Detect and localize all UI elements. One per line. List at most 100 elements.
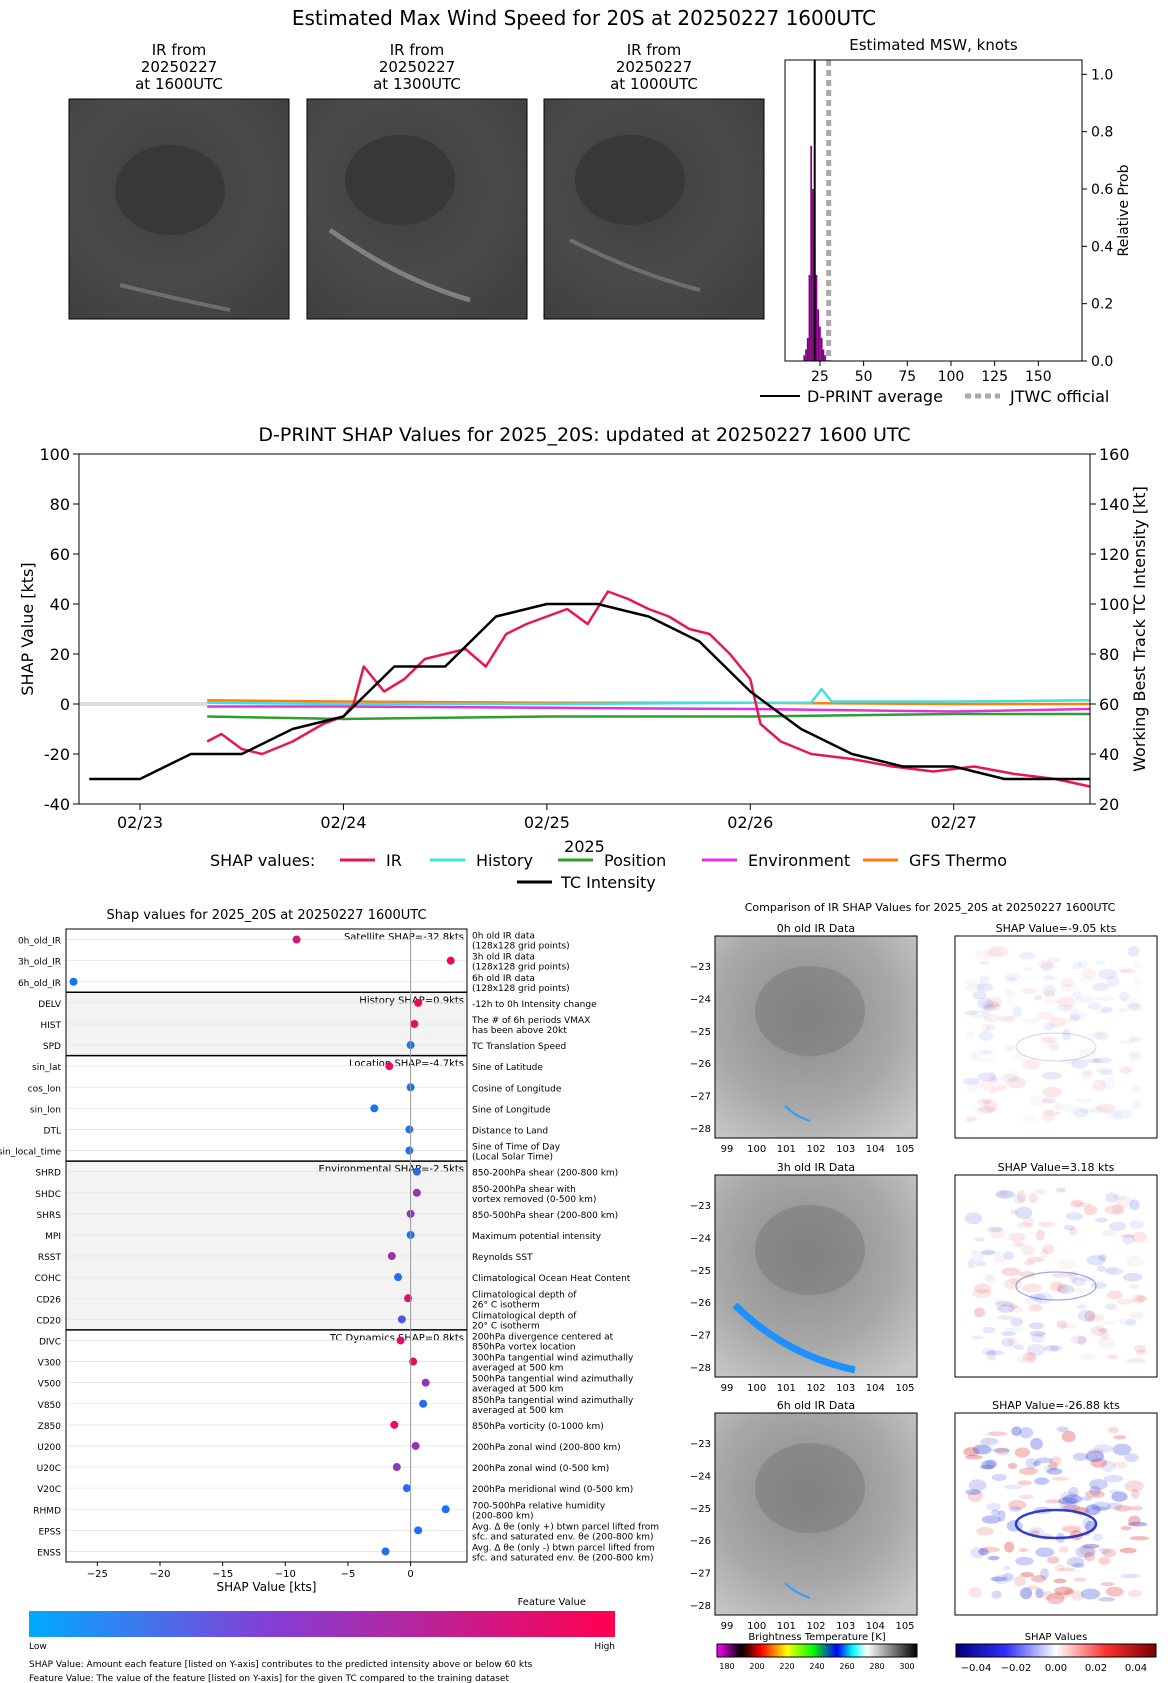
shap-blob-0-108 [1049, 1016, 1067, 1028]
feature-name-V300: V300 [38, 1359, 62, 1369]
shap-blob-0-94 [1070, 1058, 1089, 1069]
shap-blob-2-93 [987, 1431, 1008, 1437]
feature-name-HIST: HIST [40, 1021, 61, 1031]
shap-blob-0-68 [1087, 1002, 1102, 1010]
shap-blob-0-12 [1006, 1077, 1027, 1089]
shap-blob-2-25 [1035, 1457, 1053, 1464]
feature-desc1-CD26: Climatological depth of [472, 1290, 577, 1300]
shap-blob-2-120 [1128, 1515, 1141, 1526]
histogram-bar-1 [805, 349, 807, 361]
feature-desc1-6h_old_IR: 6h old IR data [472, 974, 535, 984]
shap-blob-0-10 [1127, 1003, 1142, 1011]
histogram-xtick-3: 100 [938, 369, 965, 385]
shap-blob-2-128 [970, 1547, 985, 1559]
shap-blob-2-81 [1034, 1477, 1050, 1485]
shap-blob-0-57 [1062, 1103, 1074, 1113]
series-tc-intensity-line [89, 602, 1090, 781]
shap-blob-2-76 [1046, 1468, 1063, 1475]
shap-blob-0-6 [1055, 1004, 1073, 1012]
shap-image-0 [954, 935, 1158, 1139]
shap-blob-2-78 [965, 1454, 983, 1460]
ir-ytick-1-3: −26 [690, 1298, 711, 1309]
shap-blob-1-14 [1134, 1345, 1147, 1353]
feature-point-V500 [421, 1378, 430, 1387]
shap-blob-0-122 [1004, 988, 1016, 998]
shap-blob-1-65 [1060, 1323, 1077, 1329]
shap-blob-2-113 [1035, 1547, 1055, 1558]
shap-blob-2-9 [1128, 1589, 1142, 1598]
shap-blob-1-100 [1123, 1272, 1143, 1282]
ir-xtick-0-5: 104 [866, 1144, 885, 1155]
shap-blob-2-60 [1120, 1526, 1132, 1531]
shap-blob-0-24 [1087, 1058, 1100, 1064]
shap-blob-1-39 [981, 1347, 996, 1356]
shap-blob-1-83 [1026, 1256, 1045, 1263]
feature-point-EPSS [414, 1526, 423, 1535]
shap-blob-1-81 [1097, 1328, 1109, 1333]
ir-panel-3-title-l2: 20250227 [615, 58, 693, 76]
feature-xtick-5: 0 [407, 1569, 413, 1580]
shap-blob-0-63 [1041, 1036, 1058, 1044]
shap-blob-1-13 [1008, 1232, 1026, 1242]
shap-blob-1-3 [1105, 1192, 1119, 1203]
shap-blob-2-105 [1058, 1497, 1078, 1505]
shap-blob-2-46 [978, 1548, 989, 1556]
histogram-bar-2 [806, 338, 809, 361]
shap-blob-0-110 [1077, 1108, 1095, 1113]
histogram-bar-9 [819, 326, 821, 361]
shap-blob-0-40 [987, 1072, 997, 1081]
shap-blob-2-127 [1043, 1464, 1058, 1472]
shap-blob-0-115 [980, 1079, 994, 1091]
shap-blob-1-47 [1095, 1217, 1108, 1223]
ir-xtick-2-4: 103 [836, 1621, 855, 1632]
shap-blob-2-139 [1040, 1568, 1049, 1580]
histogram-xtick-5: 150 [1025, 369, 1052, 385]
shap-blob-0-137 [1102, 1077, 1116, 1089]
feature-name-3h_old_IR: 3h_old_IR [18, 958, 61, 968]
feature-desc1-CD20: Climatological depth of [472, 1311, 577, 1321]
shap-blob-2-102 [1105, 1586, 1124, 1597]
shap-blob-2-91 [1059, 1491, 1078, 1501]
series-ir-line [206, 590, 1091, 788]
shap-blob-1-26 [1055, 1187, 1066, 1193]
shap-blob-2-13 [1100, 1582, 1115, 1587]
feature-desc2-CD26: 26° C isotherm [472, 1300, 540, 1310]
shap-blob-2-108 [1002, 1565, 1011, 1571]
ir-panel-3-title: IR from 20250227 at 1000UTC [544, 42, 764, 93]
feature-name-EPSS: EPSS [38, 1527, 61, 1537]
shap-blob-0-14 [998, 1015, 1016, 1022]
timeseries-y2tick-5: 120 [1099, 545, 1130, 564]
shap-blob-1-119 [1136, 1295, 1148, 1302]
ir-xtick-2-2: 101 [777, 1621, 796, 1632]
shap-blob-0-135 [989, 1077, 999, 1084]
shap-image-1 [954, 1174, 1158, 1378]
ir-panel-3-title-l3: at 1000UTC [610, 75, 698, 93]
feature-point-ENSS [381, 1547, 390, 1556]
shap-timeseries-chart: D-PRINT SHAP Values for 2025_20S: update… [18, 424, 1149, 892]
shap-blob-0-11 [1042, 1021, 1053, 1032]
feature-desc1-SPD: TC Translation Speed [471, 1042, 566, 1052]
feature-desc1-U200: 200hPa zonal wind (200-800 km) [472, 1443, 621, 1453]
feature-desc2-SHDC: vortex removed (0-500 km) [472, 1195, 596, 1205]
shap-blob-0-54 [966, 1030, 975, 1040]
shap-texture-2 [963, 1426, 1150, 1605]
feature-desc1-MPI: Maximum potential intensity [472, 1232, 602, 1242]
feature-name-ENSS: ENSS [37, 1548, 61, 1558]
shap-blob-2-119 [1052, 1591, 1070, 1600]
shap-blob-2-97 [1002, 1572, 1014, 1582]
feature-desc1-EPSS: Avg. Δ θe (only +) btwn parcel lifted fr… [472, 1522, 659, 1532]
shap-blob-0-128 [1054, 1102, 1063, 1111]
shap-blob-0-46 [1129, 1051, 1142, 1061]
shap-blob-0-72 [991, 1084, 1007, 1092]
feature-desc2-DIVC: 850hPa vortex location [472, 1342, 576, 1352]
shap-blob-2-53 [990, 1576, 1006, 1582]
shap-blob-2-34 [1098, 1556, 1111, 1566]
group-label-0: Satellite SHAP=-32.8kts [344, 932, 464, 943]
shap-blob-0-3 [1062, 1029, 1071, 1041]
timeseries-y2tick-4: 100 [1099, 595, 1130, 614]
shap-blob-1-125 [1069, 1270, 1078, 1283]
feature-xtick-4: −5 [341, 1569, 356, 1580]
group-label-4: TC Dynamics SHAP=0.8kts [329, 1333, 464, 1344]
ir-image-2 [306, 98, 528, 320]
timeseries-xtick-4: 02/27 [931, 813, 977, 832]
